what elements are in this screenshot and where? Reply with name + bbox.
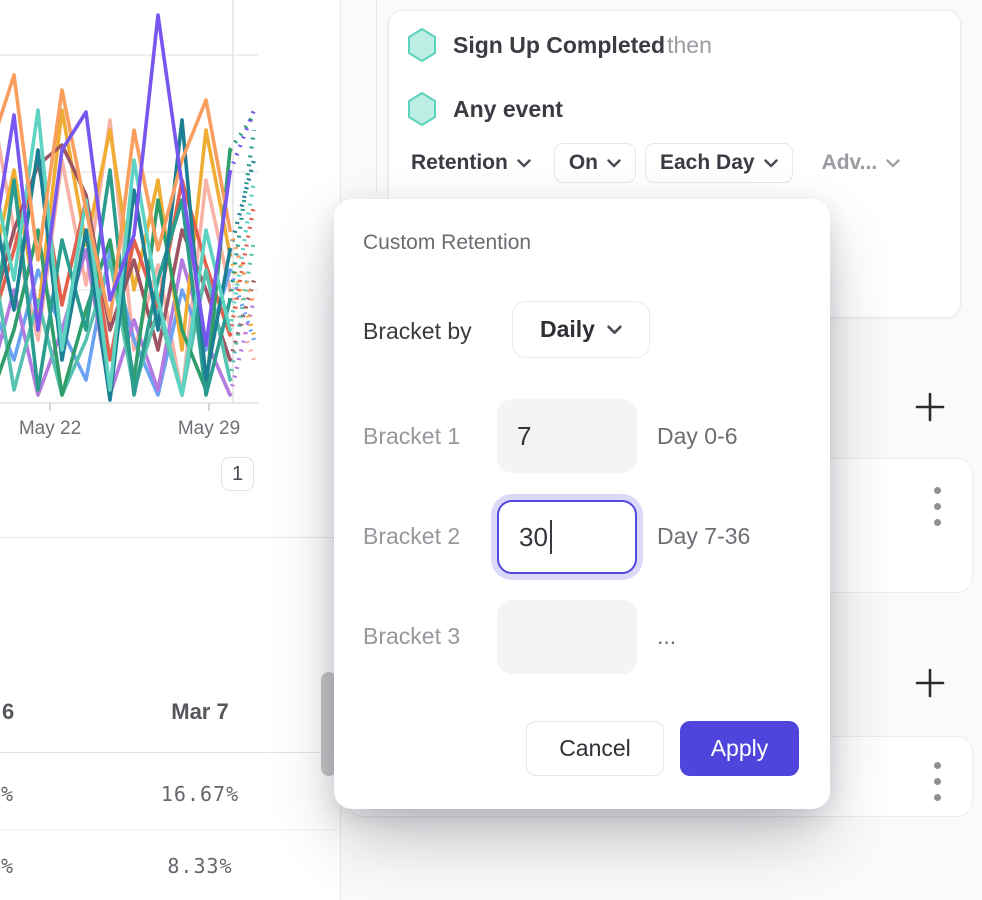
on-dropdown-label: On [568,151,598,174]
advanced-dropdown-label: Adv... [821,151,878,174]
builder-step-row[interactable]: Sign Up Completedthen [407,27,712,63]
bracket-2-input[interactable]: 30 [497,500,637,574]
event-hexagon-icon [407,28,437,62]
bracket-by-label: Bracket by [363,318,472,344]
bracket-1-range: Day 0-6 [657,423,738,449]
chevron-down-icon [763,158,778,167]
cancel-button[interactable]: Cancel [526,721,664,776]
measure-dropdown-label: Retention [411,151,508,174]
modal-title: Custom Retention [363,231,532,254]
chevron-down-icon [886,158,900,167]
custom-retention-modal: Custom Retention Bracket by Daily Bracke… [334,199,830,809]
bracket-2-range: Day 7-36 [657,523,751,549]
add-section-button[interactable] [913,390,947,424]
report-panel: May 22 May 29 1 6 Mar 7 % 16.67% % 8.33% [0,0,341,900]
bracket-1-value: 7 [517,420,532,451]
builder-step-row[interactable]: Any event [407,91,565,127]
chevron-down-icon [517,158,531,167]
panel-divider [0,537,341,538]
chevron-down-icon [607,325,622,334]
table-header-rule [0,752,341,753]
x-axis-tick-label: May 29 [177,418,241,439]
advanced-dropdown[interactable]: Adv... [822,151,901,175]
bracket-2-value: 30 [519,521,548,552]
event-name-label: Sign Up Completed [453,31,666,58]
x-axis-tick-label: May 22 [18,418,82,439]
builder-controls-row: Retention On Each Day Adv... [401,143,900,183]
kebab-menu-icon[interactable] [932,762,942,801]
plus-icon [915,392,945,422]
bracket-3-input[interactable] [497,600,637,674]
table-header-mar7: Mar 7 [171,699,229,724]
on-dropdown[interactable]: On [553,143,636,183]
add-section-button[interactable] [913,666,947,700]
event-name-label: Any event [453,95,563,122]
table-cell-clipped: % [1,854,15,878]
step-suffix-label: then [667,31,712,58]
granularity-dropdown-label: Each Day [660,151,755,174]
event-hexagon-icon [407,92,437,126]
text-cursor [549,520,552,554]
bracket-1-label: Bracket 1 [363,423,461,449]
plus-icon [915,668,945,698]
table-row-rule [0,829,335,830]
table-cell-value: 16.67% [160,782,240,806]
table-header-clipped: 6 [2,699,15,724]
table-cell-clipped: % [1,782,15,806]
bracket-2-label: Bracket 2 [363,523,461,549]
bracket-1-input[interactable]: 7 [497,399,637,473]
table-scrollbar-thumb[interactable] [321,672,337,776]
apply-button[interactable]: Apply [680,721,799,776]
bracket-by-value: Daily [540,316,595,342]
measure-dropdown[interactable]: Retention [401,151,541,175]
right-panel-divider [376,0,377,192]
chevron-down-icon [607,158,621,167]
retention-line-chart[interactable] [0,0,341,412]
bracket-3-range: ... [657,623,677,649]
bracket-3-label: Bracket 3 [363,623,461,649]
pagination-page-button[interactable]: 1 [221,457,254,491]
bracket-by-dropdown[interactable]: Daily [512,301,650,358]
kebab-menu-icon[interactable] [932,487,942,526]
granularity-dropdown[interactable]: Each Day [645,143,793,183]
table-cell-value: 8.33% [167,854,233,878]
